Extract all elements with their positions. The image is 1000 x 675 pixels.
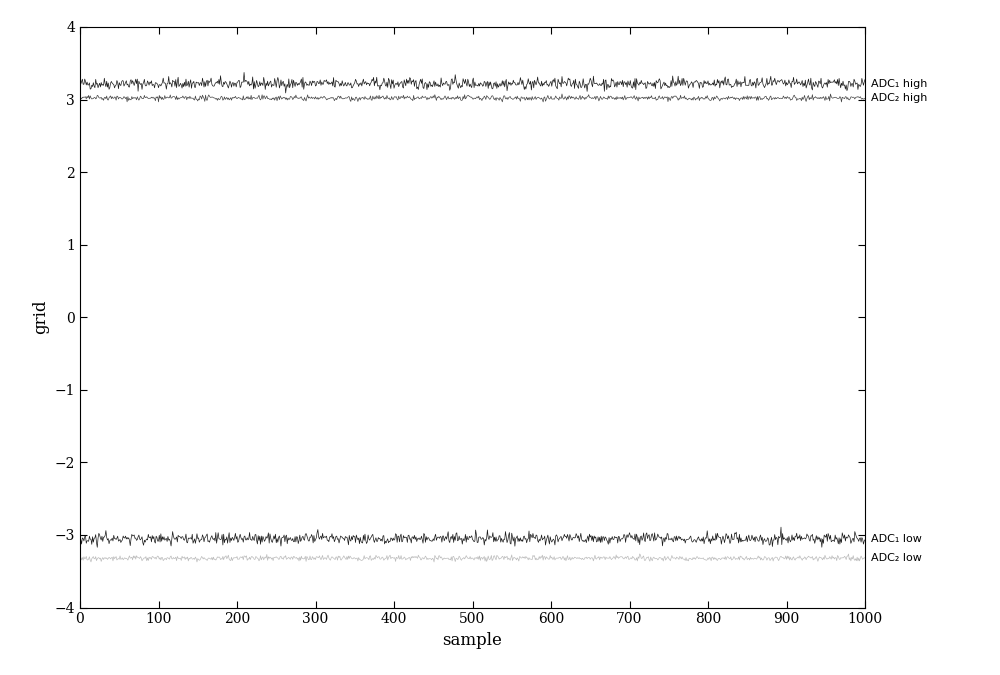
Text: ADC₁ low: ADC₁ low [871,533,921,543]
Text: ADC₂ high: ADC₂ high [871,93,927,103]
Y-axis label: grid: grid [32,300,49,335]
Text: ADC₂ low: ADC₂ low [871,553,921,563]
X-axis label: sample: sample [443,632,502,649]
Text: ADC₁ high: ADC₁ high [871,78,927,88]
